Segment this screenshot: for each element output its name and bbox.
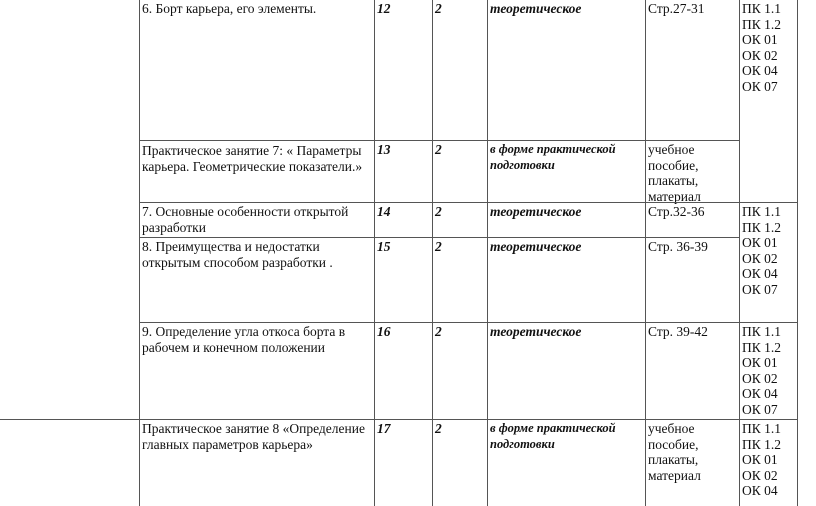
cell-type: в форме практической подготовки: [487, 140, 646, 203]
cell-topic: 6. Борт карьера, его элементы.: [139, 0, 375, 141]
competencies-cell: ПК 1.1 ПК 1.2 ОК 01 ОК 02 ОК 04 ОК 07: [739, 202, 798, 323]
cell-topic: Практическое занятие 8 «Определение глав…: [139, 419, 375, 506]
cell-source: учебное пособие, плакаты, материал: [645, 419, 740, 506]
competency-code: ОК 02: [742, 467, 778, 483]
competencies-cell: ПК 1.1 ПК 1.2 ОК 01 ОК 02 ОК 04 ОК 07: [739, 0, 798, 203]
competency-code: ПК 1.2: [742, 436, 782, 452]
cell-topic: Практическое занятие 7: « Параметры карь…: [139, 140, 375, 203]
cell-num: 17: [374, 419, 433, 506]
cell-topic: 9. Определение угла откоса борта в рабоч…: [139, 322, 375, 420]
cell-type: в форме практической подготовки: [487, 419, 646, 506]
competency-code: ОК 02: [742, 47, 778, 63]
cell-topic: 8. Преимущества и недостатки открытым сп…: [139, 237, 375, 323]
competency-code: ОК 02: [742, 370, 778, 386]
section-cell: [0, 419, 139, 506]
cell-hours: 2: [432, 140, 488, 203]
cell-source: Стр.27-31: [645, 0, 740, 141]
section-cell: [0, 0, 139, 420]
competency-code: ОК 04: [742, 386, 778, 402]
cell-hours: 2: [432, 419, 488, 506]
cell-hours: 2: [432, 202, 488, 238]
competency-code: ПК 1.1: [742, 204, 782, 219]
cell-type: теоретическое: [487, 0, 646, 141]
cell-type: теоретическое: [487, 202, 646, 238]
competency-code: ПК 1.1: [742, 1, 782, 16]
cell-hours: 2: [432, 0, 488, 141]
competencies-cell: ПК 1.1 ПК 1.2 ОК 01 ОК 02 ОК 04 ОК 07: [739, 322, 798, 420]
cell-hours: 2: [432, 322, 488, 420]
competency-code: ОК 04: [742, 483, 778, 499]
cell-num: 13: [374, 140, 433, 203]
competency-code: ОК 01: [742, 32, 778, 48]
cell-hours: 2: [432, 237, 488, 323]
cell-num: 15: [374, 237, 433, 323]
competency-code: ОК 01: [742, 235, 778, 251]
competency-code: ПК 1.2: [742, 339, 782, 355]
cell-source: Стр.32-36: [645, 202, 740, 238]
competency-code: ОК 04: [742, 266, 778, 282]
competency-code: ОК 07: [742, 401, 778, 417]
competency-code: ОК 07: [742, 78, 778, 94]
competency-code: ОК 07: [742, 281, 778, 297]
cell-topic: 7. Основные особенности открытой разрабо…: [139, 202, 375, 238]
competency-code: ОК 04: [742, 63, 778, 79]
cell-source: Стр. 39-42: [645, 322, 740, 420]
cell-type: теоретическое: [487, 322, 646, 420]
cell-type: теоретическое: [487, 237, 646, 323]
competency-code: ПК 1.2: [742, 16, 782, 32]
cell-num: 14: [374, 202, 433, 238]
competency-code: ОК 01: [742, 355, 778, 371]
competencies-cell: ПК 1.1 ПК 1.2 ОК 01 ОК 02 ОК 04: [739, 419, 798, 506]
competency-code: ОК 01: [742, 452, 778, 468]
cell-num: 12: [374, 0, 433, 141]
competency-code: ОК 02: [742, 250, 778, 266]
cell-num: 16: [374, 322, 433, 420]
competency-code: ПК 1.2: [742, 219, 782, 235]
cell-source: учебное пособие, плакаты, материал: [645, 140, 740, 204]
competency-code: ПК 1.1: [742, 324, 782, 339]
cell-source: Стр. 36-39: [645, 237, 740, 323]
competency-code: ПК 1.1: [742, 421, 782, 436]
